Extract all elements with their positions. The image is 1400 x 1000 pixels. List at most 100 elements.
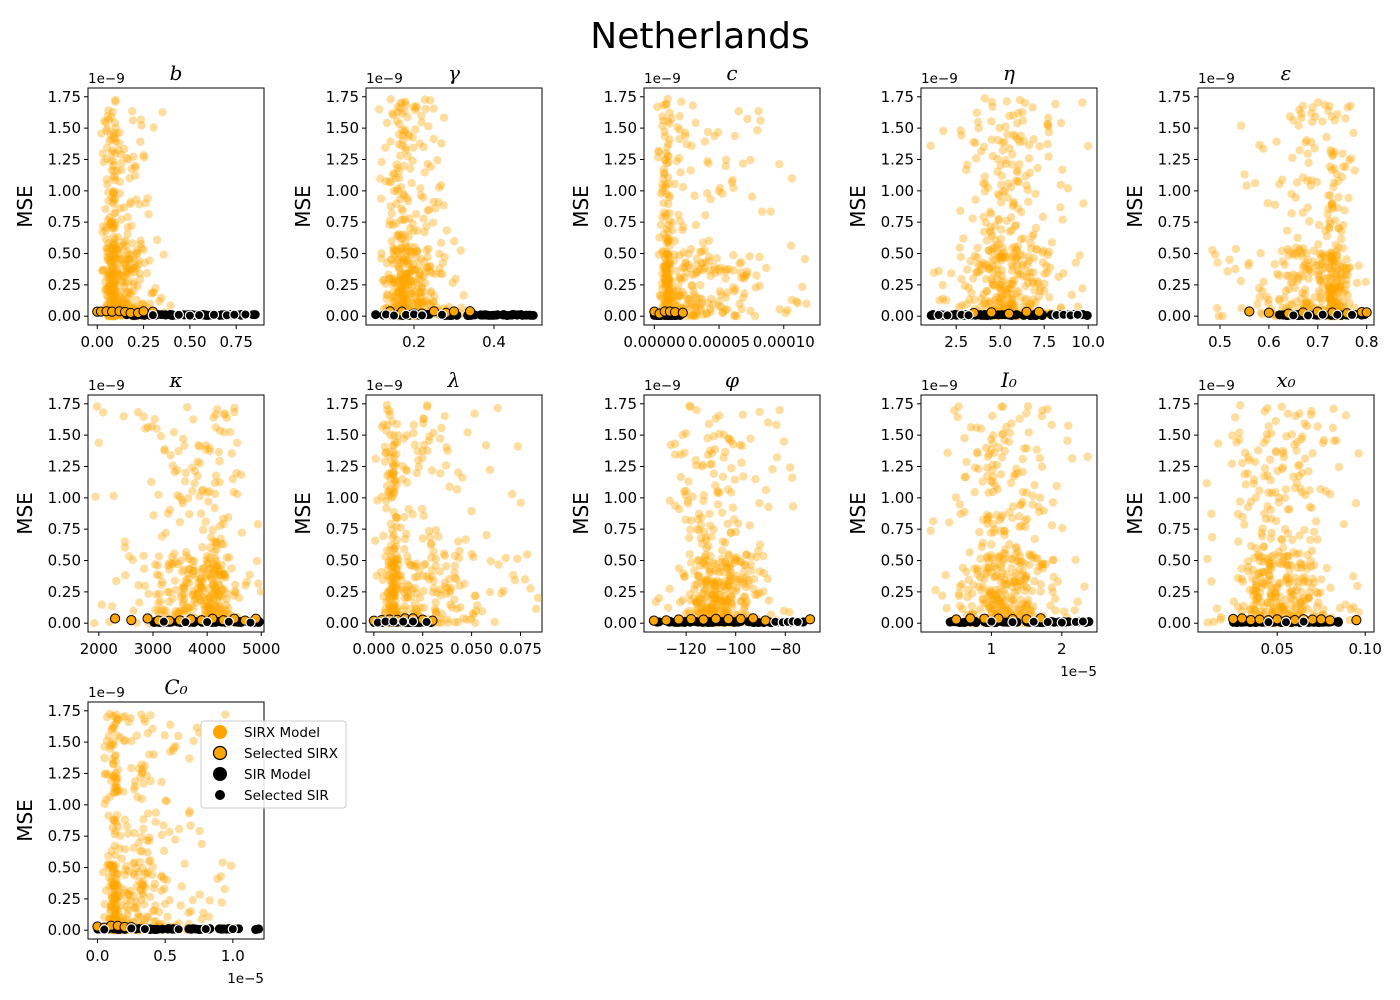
sirx-point [205,444,214,453]
sirx-point [188,570,198,579]
sirx-point [980,94,989,103]
sirx-point [1285,247,1294,256]
sirx-point [998,569,1007,578]
subplot-title: ε [1281,61,1292,85]
sirx-point [738,410,747,419]
y-offset-label: 1e−9 [88,378,125,394]
sirx-point [197,486,207,495]
sirx-point [690,566,699,576]
sirx-point [1006,478,1016,488]
sirx-point [735,575,745,584]
sirx-point [409,260,418,269]
sirx-point [1323,280,1333,290]
sirx-point [976,573,985,582]
sirx-point [389,431,398,440]
sirx-point [694,293,704,303]
sirx-point [406,164,415,173]
sirx-point [736,557,745,566]
sirx-point [387,237,396,246]
sirx-point [698,460,708,470]
y-tick-label: 1.25 [326,150,359,168]
sirx-point [105,270,114,280]
selected-sir-point [388,310,400,321]
sirx-point [215,521,225,531]
sirx-point [704,252,714,261]
sirx-point [1015,512,1024,521]
sirx-point [752,271,761,280]
sirx-point [978,258,988,268]
sirx-point [744,579,754,589]
sirx-point [986,226,995,235]
sirx-point [110,246,120,255]
x-tick-label: 0.6 [1257,333,1281,351]
sirx-point [403,277,412,286]
sirx-point [685,402,695,412]
sirx-point [709,585,718,595]
sirx-point [1335,283,1344,292]
sirx-point [406,289,415,299]
sirx-point [1028,553,1037,562]
sirx-point [1207,509,1216,519]
sirx-point [1288,608,1297,617]
sirx-point [411,265,420,275]
sirx-point [179,584,189,594]
sirx-point [134,581,143,590]
sirx-point [664,199,673,209]
sirx-point [665,496,675,505]
sirx-point [412,101,421,111]
sirx-point [136,115,146,124]
sirx-point [1299,299,1308,309]
y-axis-label: MSE [13,185,37,228]
sirx-point [1043,250,1053,260]
sirx-point [384,270,393,279]
sirx-point [385,220,394,229]
sirx-point [1007,295,1017,305]
sirx-point [142,269,152,278]
y-offset-label: 1e−9 [644,71,681,87]
sirx-point [429,104,438,113]
sirx-point [1035,286,1045,296]
sirx-point [1271,588,1280,598]
sirx-point [707,603,716,612]
sirx-point [381,177,391,186]
sirx-point [1333,203,1342,213]
sirx-point [1275,551,1284,561]
sirx-point [215,477,224,487]
sirx-point [409,286,418,296]
sirx-point [662,263,671,273]
sirx-point [165,565,174,574]
sirx-point [1303,298,1313,308]
selected-sir-point [1317,309,1328,320]
sirx-point [689,290,699,300]
sirx-point [998,602,1007,611]
sirx-point [419,301,428,310]
sirx-point [162,607,171,616]
sirx-point [978,538,987,548]
sirx-point [1001,159,1011,168]
sirx-point [152,590,161,599]
sirx-point [434,198,443,207]
sirx-point [158,108,167,117]
sirx-point [980,187,990,196]
sirx-point [1015,269,1025,279]
sirx-point [1282,226,1292,235]
sirx-point [97,129,106,138]
sirx-point [1016,580,1025,589]
sirx-point [1237,564,1246,573]
sirx-point [121,241,131,250]
sirx-point [1044,247,1054,256]
sirx-point [387,552,396,561]
sirx-point [1000,446,1009,456]
sirx-point [1316,293,1325,303]
sirx-point [663,290,672,299]
sirx-point [391,557,400,566]
sirx-point [219,569,228,578]
sirx-point [1325,257,1335,266]
sirx-point [391,513,401,522]
sirx-point [377,492,387,501]
sirx-point [106,266,115,276]
sirx-point [703,608,712,617]
sirx-point [165,597,174,607]
sirx-point [1320,274,1329,283]
sirx-point [401,100,410,109]
